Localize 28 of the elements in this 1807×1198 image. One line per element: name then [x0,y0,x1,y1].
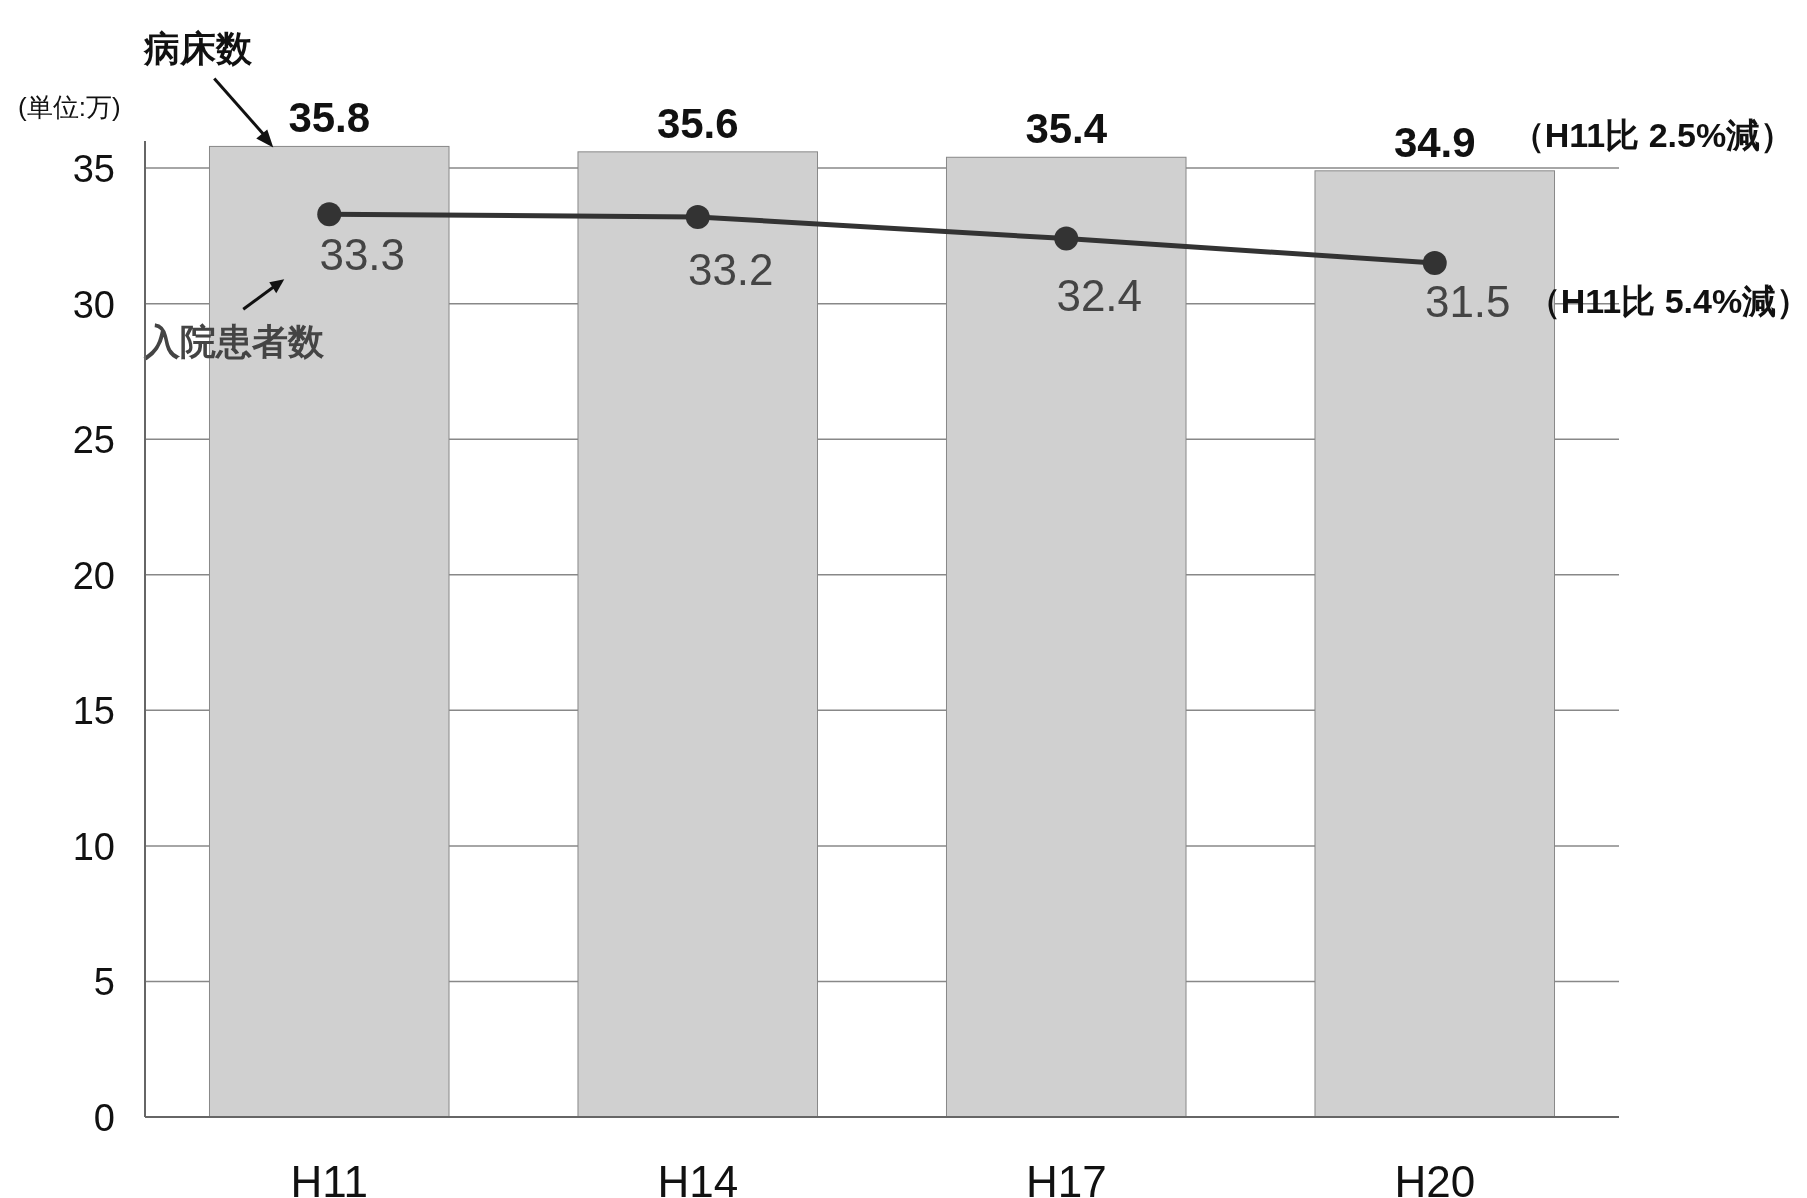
point [1054,226,1079,251]
annotation: （H11比 2.5%減） [1510,115,1795,154]
data-label: 32.4 [1056,270,1143,320]
data-label: 33.2 [687,244,774,294]
x-tick-label: H20 [1394,1157,1476,1198]
text: 病床数 [143,28,254,70]
x-tick-label: H11 [290,1157,368,1198]
y-tick-label: 20 [72,554,115,597]
y-tick-label: 35 [72,148,115,191]
point [685,204,710,229]
data-label: 34.9 [1393,118,1476,166]
x-tick-label: H14 [657,1157,739,1198]
point [317,202,342,227]
y-tick-label: 0 [93,1097,115,1139]
data-label: 35.4 [1025,105,1108,153]
data-label: 35.8 [288,94,371,142]
y-tick-label: 30 [72,283,115,326]
point [1422,251,1447,275]
data-label: 31.5 [1424,277,1511,326]
data-label: 33.3 [319,230,406,280]
data-label: 35.6 [656,99,739,147]
y-tick-label: 5 [93,961,115,1004]
y-tick-label: 15 [72,690,115,733]
y-axis-title: (単位:万) [18,92,121,122]
y-tick-label: 10 [72,825,115,868]
annotation: （H11比 5.4%減） [1526,282,1807,320]
x-tick-label: H17 [1025,1157,1107,1198]
y-tick-label: 25 [72,419,115,462]
